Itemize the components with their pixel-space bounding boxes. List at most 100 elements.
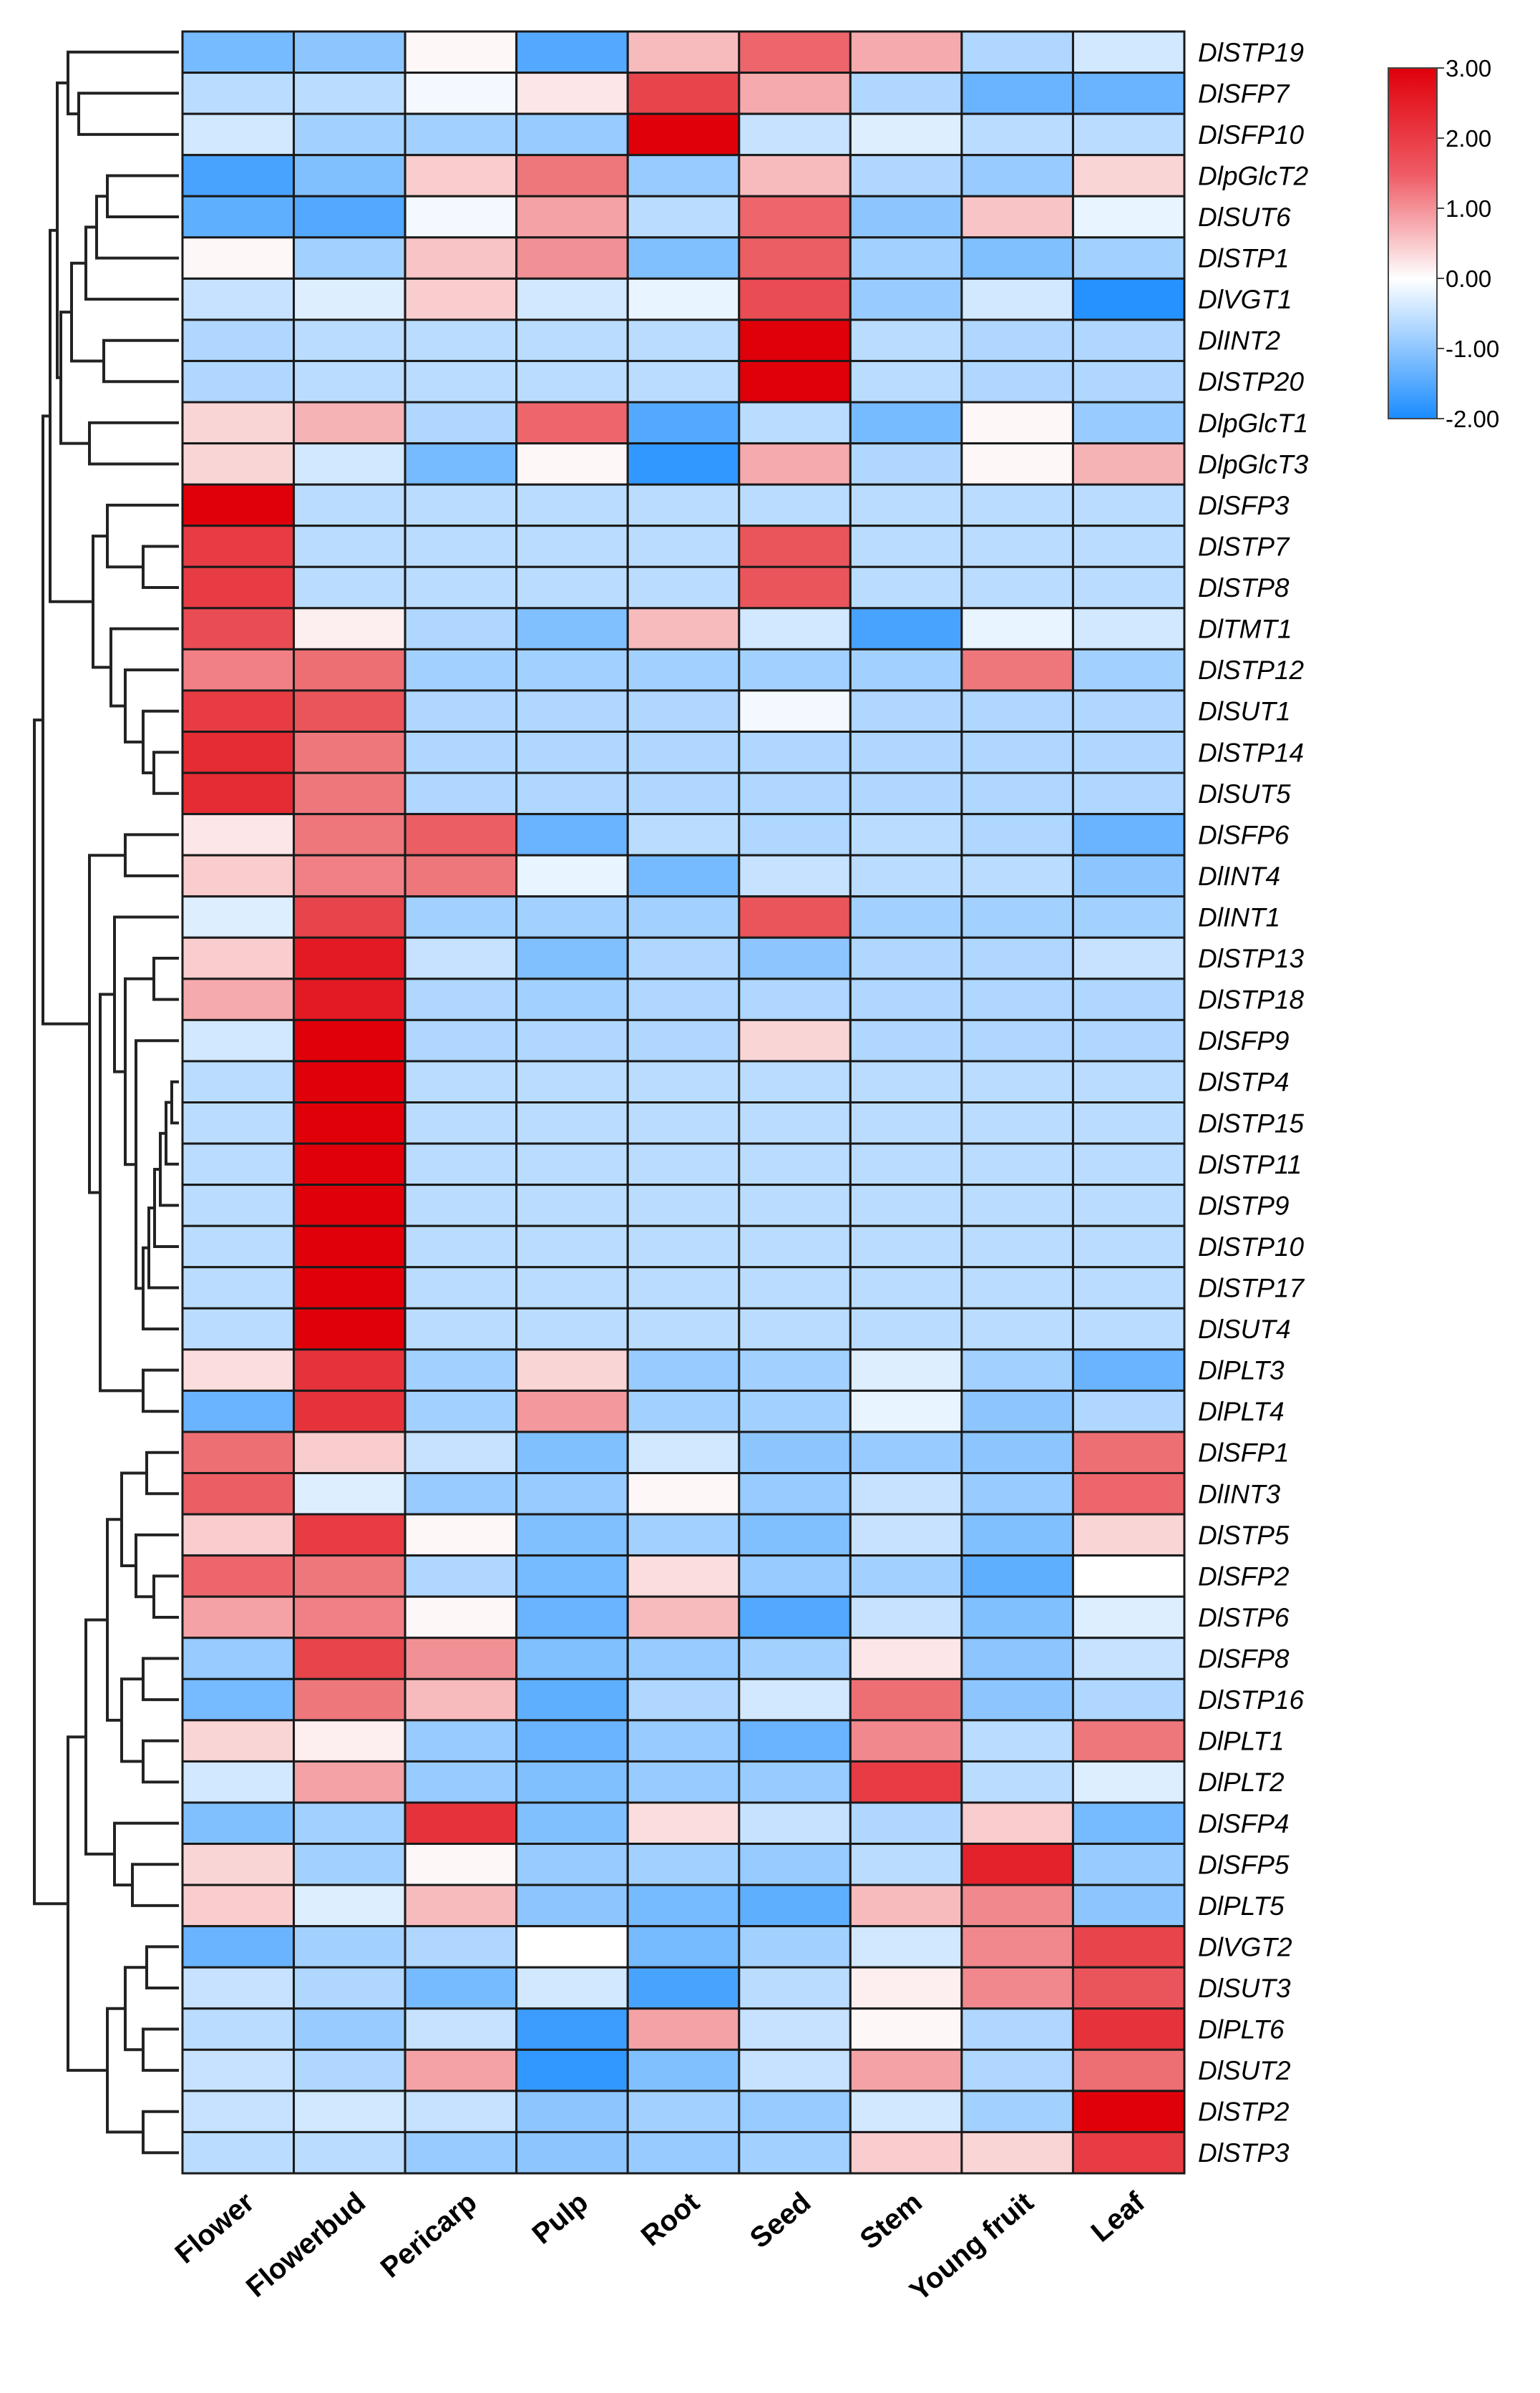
legend-tick-label: 3.00 <box>1446 55 1491 82</box>
heatmap-cell <box>738 1389 852 1433</box>
heatmap-cell <box>1071 1348 1186 1392</box>
heatmap-cell <box>1071 2007 1186 2051</box>
heatmap-cell <box>849 442 963 486</box>
heatmap-cell <box>626 771 741 816</box>
heatmap-cell <box>738 1142 852 1186</box>
dendrogram-branch <box>70 261 104 363</box>
heatmap-cell <box>738 401 852 445</box>
heatmap-cell <box>515 1513 629 1557</box>
heatmap-cell <box>960 565 1074 610</box>
heatmap-cell <box>626 1018 741 1063</box>
heatmap-cell <box>181 1224 296 1269</box>
legend-tick-label: 1.00 <box>1446 195 1491 222</box>
heatmap-cell <box>404 72 518 115</box>
heatmap-cell <box>849 1224 963 1269</box>
heatmap-cell <box>738 565 852 610</box>
heatmap-cell <box>515 895 629 939</box>
heatmap-cell <box>960 895 1074 939</box>
heatmap-cell <box>293 1719 406 1763</box>
dendrogram-branch <box>84 225 179 301</box>
heatmap-cell <box>626 195 741 239</box>
heatmap-cell <box>626 1348 741 1392</box>
dendrogram-branch <box>152 1574 179 1619</box>
heatmap-cell <box>738 1224 852 1269</box>
heatmap-cell <box>515 1554 629 1598</box>
dendrogram-branch <box>109 627 179 708</box>
heatmap-cell <box>181 565 296 610</box>
heatmap-cell <box>181 1637 296 1680</box>
heatmap-cell <box>404 978 518 1021</box>
dendrogram-branch <box>88 421 179 466</box>
heatmap-cell <box>404 112 518 157</box>
heatmap-cell <box>1071 1595 1186 1639</box>
heatmap-cell <box>738 1677 852 1722</box>
heatmap-cell <box>404 277 518 321</box>
heatmap-cell <box>849 1719 963 1763</box>
legend-ticks: 3.00 2.00 1.00 0.00 -1.00 -2.00 <box>1437 55 1499 432</box>
dendrogram-branch <box>88 854 125 1194</box>
heatmap-cell <box>849 1883 963 1928</box>
heatmap-cell <box>293 525 406 568</box>
heatmap-cell <box>293 607 406 650</box>
row-label: DlSFP4 <box>1198 1809 1289 1838</box>
row-label: DlPLT5 <box>1198 1891 1285 1921</box>
heatmap-cell <box>515 1760 629 1804</box>
heatmap-cell <box>515 1266 629 1310</box>
heatmap-cell <box>515 1801 629 1846</box>
heatmap-cell <box>738 1348 852 1392</box>
heatmap-cell <box>960 771 1074 816</box>
heatmap-cell <box>515 1925 629 1969</box>
heatmap-cell <box>1071 442 1186 486</box>
heatmap-cell <box>515 1966 629 2010</box>
dendrogram-branch <box>142 1657 179 1702</box>
heatmap-cell <box>849 607 963 650</box>
heatmap-cell <box>849 1389 963 1433</box>
dendrogram-branch <box>153 1168 179 1248</box>
row-label: DlPLT2 <box>1198 1768 1285 1797</box>
heatmap-cell <box>849 565 963 610</box>
heatmap-cell <box>626 277 741 321</box>
heatmap-cell <box>293 854 406 898</box>
heatmap-cell <box>1071 813 1186 857</box>
heatmap-cell <box>404 1266 518 1310</box>
heatmap-cell <box>293 154 406 198</box>
heatmap-cell <box>404 565 518 610</box>
heatmap-cell <box>960 1637 1074 1680</box>
heatmap-cell <box>515 1472 629 1516</box>
dendrogram-branch <box>142 709 179 774</box>
heatmap-cell <box>738 30 852 74</box>
heatmap-cell <box>1071 1307 1186 1351</box>
heatmap-cell <box>1071 2090 1186 2133</box>
heatmap-cell <box>626 1883 741 1928</box>
row-label: DlpGlcT2 <box>1198 162 1309 191</box>
heatmap-cell <box>738 1801 852 1846</box>
heatmap-cell <box>849 359 963 404</box>
dendrogram-branch <box>120 1677 143 1763</box>
heatmap-cell <box>1071 1018 1186 1063</box>
dendrogram-branch <box>124 977 154 1166</box>
heatmap-cell <box>849 1184 963 1227</box>
heatmap-cell <box>181 1431 296 1475</box>
row-label: DlSUT3 <box>1198 1974 1291 2003</box>
heatmap-cell <box>626 978 741 1021</box>
heatmap-cell <box>626 2048 741 2092</box>
heatmap-cell <box>293 2048 406 2092</box>
row-label: DlSTP3 <box>1198 2138 1290 2168</box>
heatmap-cell <box>181 813 296 857</box>
row-label: DlSTP19 <box>1198 38 1304 67</box>
heatmap-cell <box>626 30 741 74</box>
heatmap-cell <box>404 648 518 692</box>
dendrogram-branch <box>95 195 179 260</box>
row-label: DlSTP15 <box>1198 1108 1304 1138</box>
row-label: DlSTP10 <box>1198 1232 1304 1262</box>
heatmap-cell <box>738 2130 852 2175</box>
heatmap-cell <box>181 442 296 486</box>
heatmap-cell <box>1071 978 1186 1021</box>
heatmap-cell <box>181 2048 296 2092</box>
column-label: Pericarp <box>375 2186 483 2284</box>
heatmap-cell <box>181 936 296 980</box>
heatmap-cell <box>293 1060 406 1103</box>
heatmap-cell <box>293 442 406 486</box>
heatmap-cell <box>515 1431 629 1475</box>
